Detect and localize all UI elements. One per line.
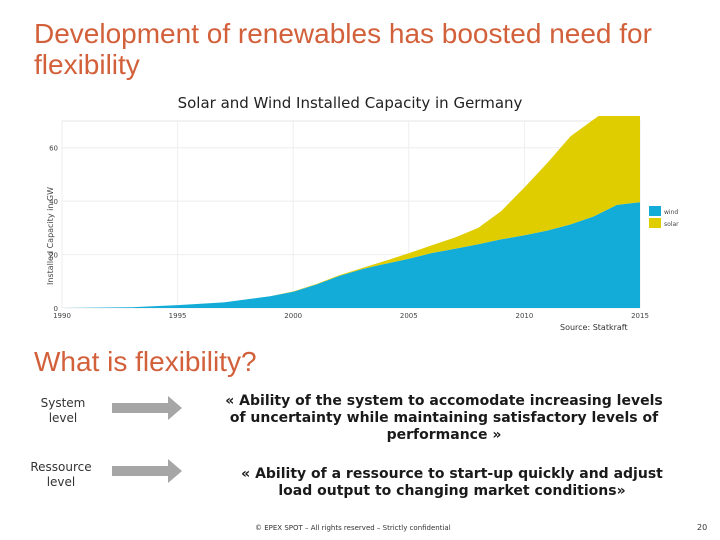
arrow-right-icon (112, 459, 182, 483)
y-tick-label: 20 (49, 252, 58, 260)
y-tick-label: 40 (49, 198, 58, 206)
y-tick-label: 0 (54, 305, 58, 313)
page-number: 20 (697, 523, 708, 532)
legend-label-wind: wind (664, 209, 678, 216)
arrow-right-icon (112, 396, 182, 420)
slide-title: Development of renewables has boosted ne… (34, 18, 652, 80)
x-tick-labels: 1990 1995 2000 2005 2010 2015 (53, 312, 649, 320)
x-tick-label: 2000 (284, 312, 302, 320)
x-tick-label: 1990 (53, 312, 71, 320)
y-tick-labels: 0 20 40 60 (49, 145, 58, 313)
x-tick-label: 1995 (169, 312, 187, 320)
chart-legend: wind solar (649, 206, 679, 228)
area-wind (62, 202, 640, 308)
ressource-level-definition: « Ability of a ressource to start-up qui… (241, 466, 663, 499)
section-title: What is flexibility? (34, 346, 257, 377)
ressource-level-label: Ressource level (30, 460, 92, 489)
system-level-label: System level (40, 396, 86, 425)
legend-swatch-solar (649, 218, 661, 228)
capacity-area-chart: 0 20 40 60 1990 1995 2000 2005 2010 2015 Install… (46, 116, 679, 320)
legend-label-solar: solar (664, 221, 679, 228)
system-level-definition: « Ability of the system to accomodate in… (225, 393, 663, 443)
chart-title: Solar and Wind Installed Capacity in Ger… (177, 94, 523, 112)
x-tick-label: 2005 (400, 312, 418, 320)
legend-swatch-wind (649, 206, 661, 216)
x-tick-label: 2010 (515, 312, 533, 320)
y-tick-label: 60 (49, 145, 58, 153)
area-solar (62, 116, 640, 308)
chart-source: Source: Statkraft (560, 323, 628, 332)
footer-confidential: © EPEX SPOT – All rights reserved – Stri… (255, 524, 451, 532)
x-tick-label: 2015 (631, 312, 649, 320)
y-axis-label: Installed Capacity in GW (46, 187, 55, 285)
area-series (62, 116, 640, 308)
